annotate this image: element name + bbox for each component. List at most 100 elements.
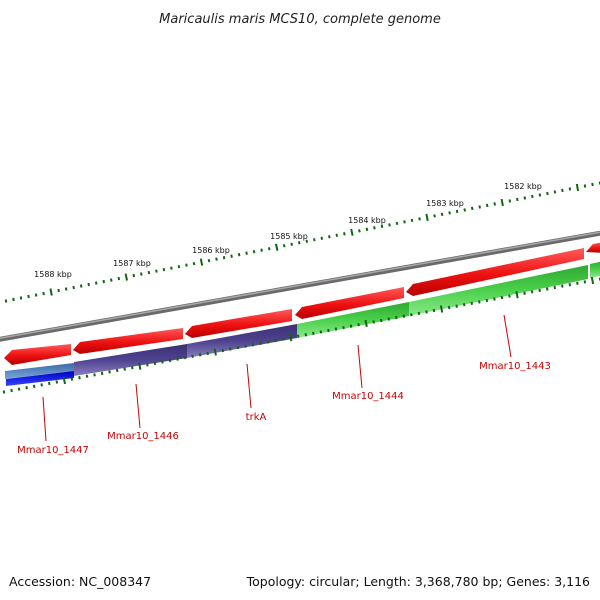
major-tick bbox=[425, 213, 429, 221]
major-tick bbox=[500, 198, 504, 207]
minor-tick bbox=[259, 341, 262, 346]
minor-tick bbox=[312, 331, 315, 336]
minor-tick bbox=[455, 209, 459, 214]
accession-text: Accession: NC_008347 bbox=[9, 574, 151, 589]
minor-tick bbox=[478, 205, 481, 209]
genome-backbone-highlight bbox=[0, 231, 600, 339]
minor-tick bbox=[372, 320, 375, 324]
minor-tick bbox=[236, 345, 240, 350]
minor-tick bbox=[221, 348, 225, 353]
gene-label[interactable]: Mmar10_1444 bbox=[332, 391, 404, 402]
minor-tick bbox=[100, 371, 104, 376]
minor-tick bbox=[448, 211, 451, 215]
minor-tick bbox=[395, 315, 398, 320]
minor-tick bbox=[523, 291, 526, 295]
minor-tick bbox=[387, 317, 390, 321]
minor-tick bbox=[553, 190, 557, 194]
minor-tick bbox=[388, 223, 391, 227]
gene-label[interactable]: trkA bbox=[246, 412, 267, 423]
minor-tick bbox=[379, 318, 383, 323]
minor-tick bbox=[417, 311, 421, 315]
minor-tick bbox=[94, 281, 98, 285]
tick-label: 1585 kbp bbox=[270, 232, 308, 241]
major-tick bbox=[124, 273, 128, 281]
minor-tick bbox=[281, 337, 285, 341]
cds-arrow[interactable] bbox=[406, 248, 584, 296]
outer-tick-ring bbox=[4, 181, 600, 303]
minor-tick bbox=[161, 360, 164, 364]
minor-tick bbox=[343, 232, 346, 236]
minor-tick bbox=[478, 300, 481, 304]
feature-block[interactable] bbox=[6, 371, 74, 386]
minor-tick bbox=[282, 244, 286, 248]
gene-label[interactable]: Mmar10_1447 bbox=[17, 445, 89, 456]
minor-tick bbox=[266, 340, 270, 344]
minor-tick bbox=[561, 188, 564, 193]
minor-tick bbox=[57, 288, 60, 293]
inner-tick-ring bbox=[2, 276, 600, 394]
leader-line bbox=[357, 344, 363, 389]
gene-label[interactable]: Mmar10_1446 bbox=[107, 431, 179, 442]
minor-tick bbox=[516, 197, 519, 202]
cds-arrow[interactable] bbox=[295, 287, 404, 319]
minor-tick bbox=[342, 325, 345, 330]
gene-leader-lines bbox=[42, 314, 512, 442]
major-tick bbox=[275, 243, 279, 251]
leader-line bbox=[42, 396, 47, 442]
minor-tick bbox=[432, 308, 436, 313]
minor-tick bbox=[229, 347, 232, 351]
minor-tick bbox=[328, 235, 331, 239]
minor-tick bbox=[485, 298, 489, 303]
minor-tick bbox=[531, 194, 534, 199]
minor-tick bbox=[215, 257, 218, 261]
cds-arrow[interactable] bbox=[4, 344, 71, 365]
minor-tick bbox=[55, 380, 59, 384]
minor-tick bbox=[470, 206, 474, 211]
tick-label: 1588 kbp bbox=[34, 270, 72, 279]
gene-label[interactable]: Mmar10_1443 bbox=[479, 361, 551, 372]
major-tick bbox=[213, 348, 217, 356]
minor-tick bbox=[25, 386, 28, 390]
minor-tick bbox=[395, 221, 399, 226]
minor-tick bbox=[79, 284, 83, 288]
minor-tick bbox=[335, 233, 339, 237]
minor-tick bbox=[538, 288, 541, 293]
cds-arrow[interactable] bbox=[409, 265, 588, 316]
minor-tick bbox=[110, 278, 113, 282]
minor-tick bbox=[357, 323, 360, 327]
minor-tick bbox=[297, 241, 301, 245]
cds-arrow[interactable] bbox=[297, 302, 409, 338]
minor-tick bbox=[42, 291, 45, 296]
minor-tick bbox=[425, 310, 428, 314]
minor-tick bbox=[576, 281, 579, 285]
minor-tick bbox=[462, 303, 466, 307]
minor-tick bbox=[260, 248, 263, 252]
minor-tick bbox=[500, 295, 504, 300]
feature-block[interactable] bbox=[5, 363, 74, 379]
minor-tick bbox=[207, 258, 211, 263]
cds-arrow[interactable] bbox=[73, 328, 183, 354]
minor-tick bbox=[380, 224, 384, 228]
minor-tick bbox=[132, 273, 136, 278]
minor-tick bbox=[191, 354, 194, 358]
minor-tick bbox=[319, 330, 323, 334]
cds-arrow[interactable] bbox=[586, 242, 600, 253]
minor-tick bbox=[10, 388, 13, 393]
minor-tick bbox=[493, 297, 496, 301]
minor-tick bbox=[17, 387, 21, 391]
minor-tick bbox=[230, 254, 233, 258]
cds-arrow[interactable] bbox=[185, 309, 292, 338]
major-tick bbox=[199, 258, 204, 266]
minor-tick bbox=[176, 357, 179, 361]
minor-tick bbox=[252, 250, 256, 254]
cds-arrow[interactable] bbox=[590, 261, 600, 278]
minor-tick bbox=[553, 285, 556, 290]
minor-tick bbox=[296, 334, 300, 338]
minor-tick bbox=[530, 290, 534, 294]
minor-tick bbox=[34, 293, 38, 297]
minor-tick bbox=[545, 287, 549, 291]
gene-labels: Mmar10_1447 Mmar10_1446 trkA Mmar10_1444… bbox=[17, 361, 551, 456]
feature-block[interactable] bbox=[74, 344, 187, 376]
major-tick bbox=[575, 183, 580, 192]
